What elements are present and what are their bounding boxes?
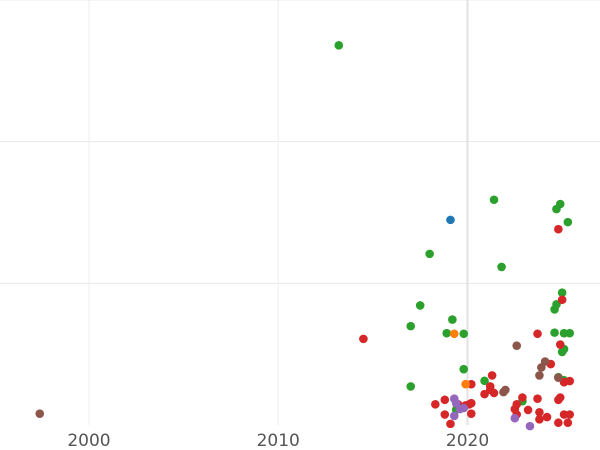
data-point-green <box>406 382 416 391</box>
data-point-brown <box>35 409 45 418</box>
data-point-green <box>550 328 559 337</box>
data-point-red <box>431 400 440 409</box>
data-point-red <box>533 394 542 403</box>
data-point-red <box>535 415 544 424</box>
data-point-brown <box>499 387 508 397</box>
data-points <box>35 41 575 431</box>
data-point-red <box>518 393 527 402</box>
data-point-red <box>489 388 499 398</box>
x-tick-label: 2000 <box>67 431 110 450</box>
data-point-green <box>442 328 451 338</box>
data-point-red <box>487 371 497 380</box>
data-point-brown <box>512 341 522 350</box>
data-point-red <box>359 334 368 344</box>
data-point-green <box>480 376 489 386</box>
data-point-brown <box>554 373 563 382</box>
data-point-orange <box>449 329 459 339</box>
x-tick-label: 2010 <box>257 431 300 450</box>
data-point-red <box>440 395 450 405</box>
data-point-green <box>415 301 425 310</box>
data-point-red <box>440 410 450 419</box>
data-point-red <box>554 418 563 428</box>
data-point-green <box>448 315 457 324</box>
data-point-green <box>334 41 344 50</box>
data-point-purple <box>455 404 465 414</box>
data-point-red <box>565 410 575 419</box>
data-point-brown <box>537 363 546 372</box>
data-point-red <box>554 224 563 234</box>
data-point-green <box>550 305 559 314</box>
data-point-purple <box>449 411 459 421</box>
data-point-green <box>497 262 506 272</box>
data-point-red <box>554 395 563 405</box>
data-point-green <box>425 249 434 259</box>
data-point-orange <box>461 379 470 389</box>
data-point-green <box>406 321 416 331</box>
data-point-blue <box>446 215 455 225</box>
data-point-green <box>552 204 561 214</box>
data-point-red <box>535 407 544 417</box>
data-point-red <box>446 419 455 429</box>
data-point-red <box>480 389 489 399</box>
data-point-green <box>565 328 575 338</box>
data-point-purple <box>525 421 535 431</box>
data-point-red <box>563 418 573 428</box>
data-point-green <box>489 195 499 205</box>
data-point-purple <box>510 413 520 423</box>
data-point-green <box>557 288 567 297</box>
data-point-green <box>563 217 573 227</box>
data-point-red <box>555 340 565 349</box>
x-tick-label: 2020 <box>446 431 489 450</box>
x-axis-ticks: 2000 2010 2020 <box>67 431 489 450</box>
data-point-red <box>557 295 567 305</box>
data-point-green <box>459 364 469 374</box>
data-point-red <box>466 409 476 418</box>
data-point-brown <box>535 371 544 380</box>
data-point-red <box>533 329 542 339</box>
grid <box>0 0 600 425</box>
data-point-green <box>557 347 567 357</box>
data-point-red <box>523 405 533 415</box>
data-point-red <box>542 412 552 422</box>
data-point-green <box>459 329 469 339</box>
